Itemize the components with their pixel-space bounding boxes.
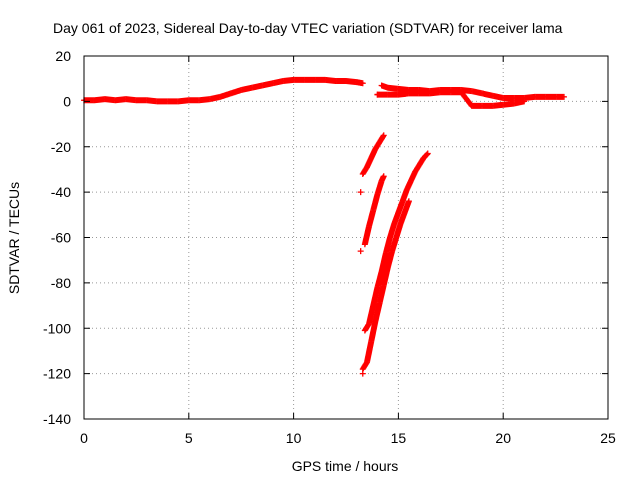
- trace-fill: [370, 285, 381, 308]
- trace-fill: [370, 192, 381, 213]
- x-tick-label: 20: [495, 430, 511, 446]
- trace-fill: [408, 169, 418, 183]
- trace-fill: [404, 178, 414, 192]
- trace-fill: [553, 93, 566, 100]
- trace-fill: [368, 147, 378, 161]
- trace-fill: [397, 210, 408, 226]
- trace-fill: [372, 140, 382, 152]
- x-tick-label: 25: [600, 430, 616, 446]
- trace-fill: [399, 187, 410, 204]
- data-point: [374, 91, 381, 98]
- x-tick-labels: 0 5 10 15 20 25: [80, 430, 616, 446]
- series-3: [359, 132, 387, 177]
- x-axis-label: GPS time / hours: [292, 458, 399, 474]
- series-6: [359, 198, 412, 373]
- trace-fill: [416, 156, 426, 167]
- y-tick-label: -140: [43, 411, 71, 427]
- trace-fill: [374, 178, 385, 197]
- y-tick-label: -20: [51, 139, 71, 155]
- y-tick-label: -40: [51, 184, 71, 200]
- series-2: [374, 89, 528, 109]
- trace-fill: [379, 174, 387, 183]
- chart-title: Day 061 of 2023, Sidereal Day-to-day VTE…: [53, 20, 563, 36]
- trace-fill: [378, 251, 389, 274]
- y-tick-labels: -140 -120 -100 -80 -60 -40 -20 0 20: [43, 48, 71, 427]
- data-point: [357, 248, 364, 255]
- y-tick-label: -60: [51, 230, 71, 246]
- trace-fill: [380, 265, 391, 288]
- trace-fill: [366, 303, 376, 326]
- trace-fill: [377, 133, 387, 145]
- trace-fill: [391, 210, 402, 226]
- trace-fill: [389, 235, 399, 253]
- trace-fill: [360, 360, 370, 372]
- data-point: [359, 370, 366, 377]
- trace-fill: [372, 301, 383, 324]
- trace-fill: [458, 90, 475, 109]
- y-tick-label: 0: [63, 93, 71, 109]
- trace-fill: [218, 90, 233, 100]
- data-points: [81, 76, 567, 377]
- series-5: [361, 150, 431, 334]
- trace-fill: [412, 162, 422, 174]
- y-axis-label: SDTVAR / TECUs: [6, 182, 22, 294]
- series-4: [361, 173, 387, 248]
- trace-fill: [362, 224, 372, 247]
- y-tick-label: -80: [51, 275, 71, 291]
- trace-fill: [402, 199, 412, 215]
- trace-fill: [511, 98, 526, 107]
- x-tick-label: 0: [80, 430, 88, 446]
- trace-fill: [421, 151, 431, 161]
- x-tick-label: 15: [391, 430, 407, 446]
- series-0: [81, 76, 366, 105]
- trace-fill: [448, 89, 464, 96]
- trace-fill: [364, 156, 374, 170]
- y-tick-label: -120: [43, 366, 71, 382]
- trace-fill: [362, 321, 372, 333]
- trace-fill: [360, 165, 370, 177]
- y-tick-label: -100: [43, 320, 71, 336]
- trace-fill: [395, 199, 406, 215]
- trace-fill: [354, 79, 365, 87]
- y-tick-label: 20: [55, 48, 71, 64]
- trace-fill: [393, 222, 404, 240]
- trace-fill: [368, 319, 379, 344]
- x-tick-label: 10: [286, 430, 302, 446]
- x-tick-label: 5: [185, 430, 193, 446]
- data-point: [357, 189, 364, 196]
- trace-fill: [385, 249, 395, 269]
- trace-fill: [376, 283, 387, 306]
- series-7: [357, 91, 381, 377]
- trace-fill: [387, 222, 397, 240]
- trace-fill: [383, 235, 393, 256]
- trace-fill: [364, 339, 374, 365]
- axis-ticks: [83, 55, 609, 420]
- trace-fill: [374, 269, 385, 290]
- trace-fill: [366, 208, 376, 229]
